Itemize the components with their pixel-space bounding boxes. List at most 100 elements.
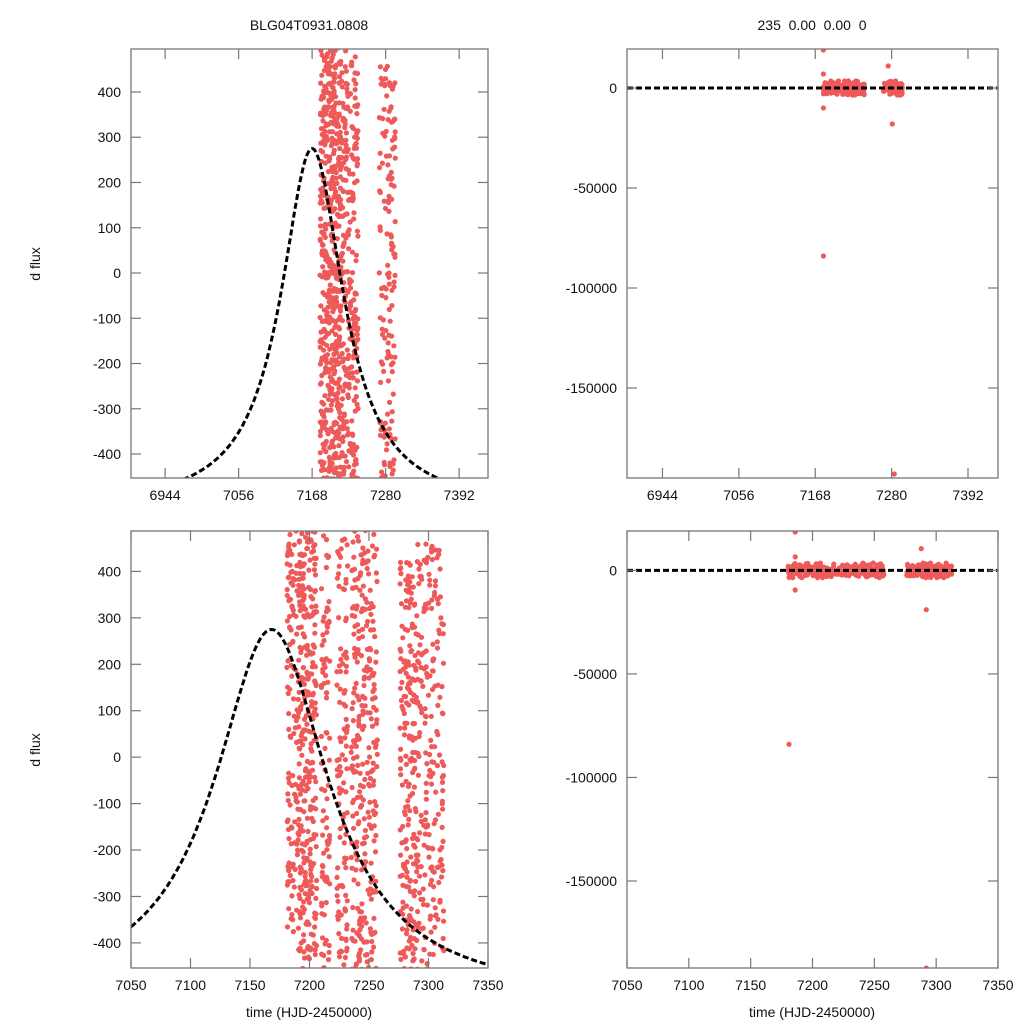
data-point [323, 407, 329, 413]
data-point [339, 537, 345, 543]
data-point [437, 897, 443, 903]
data-point [286, 770, 292, 776]
data-point [397, 685, 404, 691]
data-point [856, 573, 862, 579]
data-point [354, 369, 360, 375]
data-point [810, 564, 816, 570]
data-point [302, 873, 308, 879]
data-point [416, 920, 422, 926]
x-tick-label: 7280 [876, 487, 907, 503]
data-point [318, 216, 324, 222]
data-point [389, 175, 395, 181]
data-point [330, 270, 336, 276]
data-point [336, 430, 342, 436]
data-point [310, 650, 316, 656]
data-point [352, 531, 358, 534]
data-point [385, 340, 391, 346]
data-point [414, 937, 420, 944]
data-point [313, 895, 319, 902]
data-point [351, 323, 357, 329]
ylabel-top: d flux [27, 247, 43, 280]
data-point [300, 700, 306, 707]
data-point [334, 236, 340, 242]
data-point [344, 269, 350, 275]
x-tick-label: 7168 [297, 487, 328, 503]
data-point [350, 904, 356, 911]
data-point [328, 92, 334, 98]
data-point [439, 824, 445, 831]
data-point [350, 927, 356, 933]
data-point [368, 611, 374, 618]
data-point [332, 181, 338, 187]
outlier-point [820, 253, 827, 259]
data-point [384, 93, 390, 99]
data-point [338, 554, 344, 560]
data-point [312, 924, 318, 930]
data-point [373, 570, 379, 576]
data-point [306, 584, 312, 591]
data-point [327, 735, 333, 741]
data-point [299, 781, 305, 787]
data-point [414, 835, 420, 842]
y-tick-label: -100000 [566, 769, 618, 785]
data-point [331, 470, 337, 476]
data-point [349, 310, 355, 316]
data-point [432, 578, 439, 584]
y-tick-label: 400 [98, 563, 122, 579]
data-point [314, 877, 320, 884]
y-tick-label: 400 [98, 84, 122, 100]
y-tick-label: -100 [93, 310, 121, 326]
data-point [312, 609, 318, 615]
data-point [430, 658, 436, 664]
data-point [296, 724, 302, 730]
data-point [324, 825, 330, 831]
y-tick-label: -400 [93, 446, 121, 462]
data-point [382, 335, 388, 341]
data-point [349, 784, 355, 791]
data-point [367, 775, 373, 782]
data-point [327, 260, 333, 266]
data-point [307, 557, 313, 563]
data-point [321, 850, 327, 856]
data-point [336, 583, 342, 590]
data-point [334, 396, 340, 402]
data-point [435, 601, 441, 607]
data-point [354, 857, 360, 863]
data-point [284, 552, 291, 559]
data-point [389, 83, 395, 89]
data-point [285, 797, 291, 804]
data-point [352, 613, 358, 620]
data-points [284, 531, 447, 968]
data-point [339, 70, 345, 76]
outlier-point [820, 105, 827, 111]
data-point [404, 945, 410, 951]
data-point [366, 745, 372, 751]
data-point [427, 582, 433, 588]
data-point [424, 671, 430, 677]
data-point [336, 931, 342, 937]
data-point [296, 689, 302, 695]
data-point [361, 674, 368, 680]
data-point [307, 837, 313, 843]
data-point [354, 794, 361, 801]
data-point [406, 816, 412, 823]
data-point [308, 878, 314, 884]
data-point [339, 426, 345, 432]
data-point [336, 563, 342, 569]
data-point [411, 957, 417, 963]
data-point [339, 935, 345, 942]
data-point [357, 908, 363, 915]
data-point [422, 706, 428, 712]
data-point [843, 80, 849, 86]
outlier-point [792, 531, 798, 535]
data-point [417, 642, 423, 648]
data-point [312, 589, 318, 595]
data-point [334, 211, 340, 217]
data-point [343, 130, 349, 136]
data-point [293, 570, 299, 576]
data-point [434, 555, 440, 561]
data-point [440, 806, 446, 812]
data-point [288, 734, 294, 740]
data-point [349, 431, 355, 437]
data-point [310, 692, 316, 698]
